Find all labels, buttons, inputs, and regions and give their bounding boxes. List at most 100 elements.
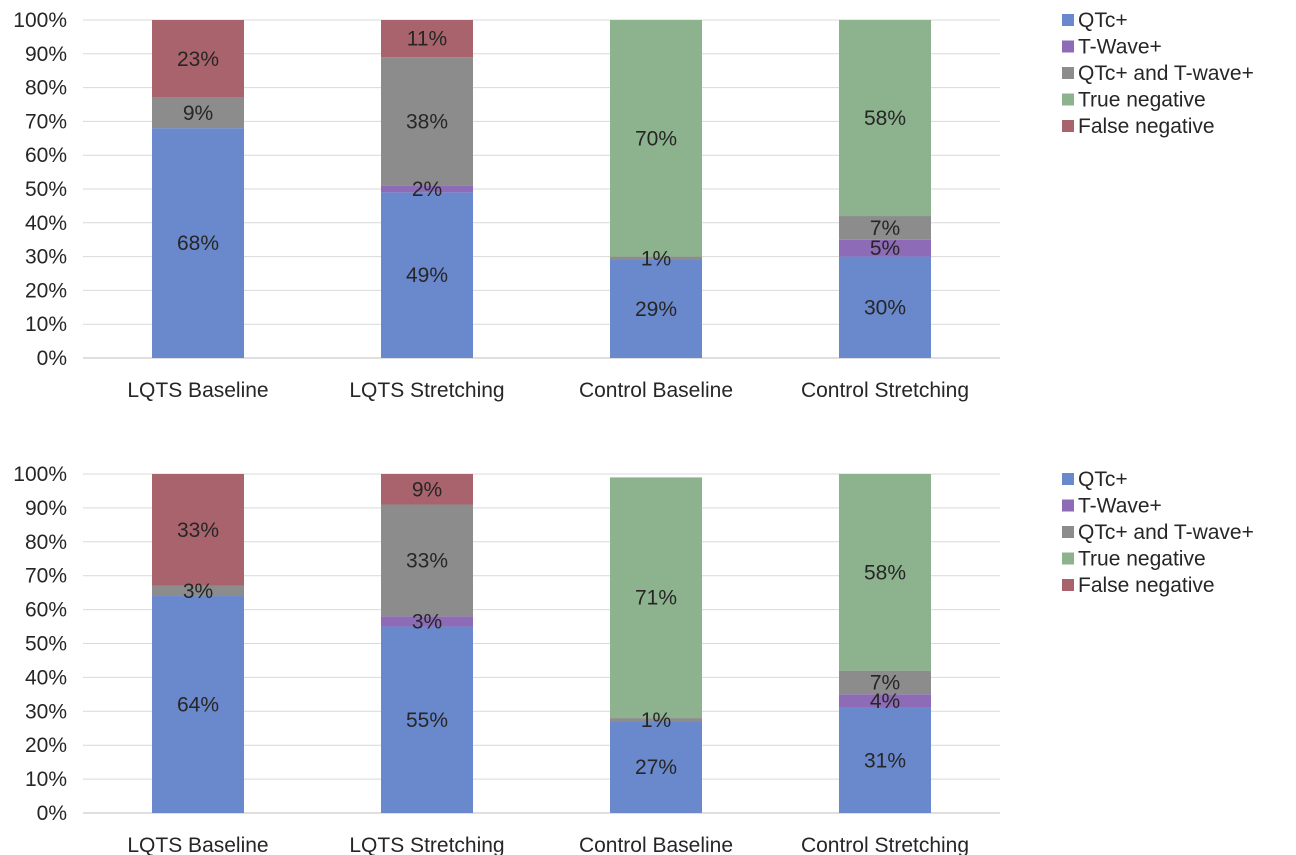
- y-tick-label: 50%: [25, 633, 67, 656]
- y-tick-label: 40%: [25, 666, 67, 689]
- legend-swatch: [1062, 526, 1074, 538]
- legend-label: T-Wave+: [1078, 495, 1162, 518]
- bar-segment: [381, 616, 473, 627]
- category-label: Control Baseline: [579, 834, 733, 855]
- data-label: 3%: [183, 580, 213, 603]
- bar-segment: [381, 192, 473, 358]
- legend-label: QTc+ and T-wave+: [1078, 521, 1254, 544]
- bar-segment: [610, 477, 702, 719]
- data-label: 1%: [641, 247, 671, 270]
- y-tick-label: 10%: [25, 313, 67, 336]
- y-tick-label: 40%: [25, 212, 67, 235]
- bar-segment: [839, 670, 931, 695]
- y-tick-label: 100%: [13, 9, 67, 32]
- bar-segment: [381, 185, 473, 193]
- data-label: 38%: [406, 110, 448, 133]
- bar-segment: [610, 259, 702, 358]
- bar-segment: [839, 216, 931, 240]
- data-label: 3%: [412, 610, 442, 633]
- data-label: 71%: [635, 587, 677, 610]
- bar-segment: [152, 596, 244, 813]
- y-tick-label: 20%: [25, 734, 67, 757]
- bar-segment: [610, 20, 702, 257]
- legend-swatch: [1062, 552, 1074, 565]
- category-label: LQTS Stretching: [349, 379, 504, 402]
- bar-segment: [152, 585, 244, 597]
- y-tick-label: 90%: [25, 43, 67, 66]
- bar-segment: [381, 20, 473, 58]
- bar-stack: 49% 2% 38% 11%: [381, 20, 473, 358]
- bar-stack: 30% 5%7% 58%: [839, 20, 931, 358]
- data-label: 33%: [177, 519, 219, 542]
- legend-label: True negative: [1078, 89, 1206, 112]
- y-tick-label: 90%: [25, 497, 67, 520]
- bar-segment: [152, 20, 244, 98]
- legend-swatch: [1062, 67, 1074, 79]
- legend-label: False negative: [1078, 115, 1215, 138]
- data-label: 58%: [864, 561, 906, 584]
- bar-stack: 27% 1% 71%: [610, 477, 702, 813]
- data-label: 7%: [870, 217, 900, 240]
- data-label: 23%: [177, 48, 219, 71]
- data-label: 5%: [870, 237, 900, 260]
- bar-segment: [152, 474, 244, 586]
- y-tick-label: 0%: [37, 347, 67, 370]
- data-label: 30%: [864, 296, 906, 319]
- legend-swatch: [1062, 93, 1074, 106]
- bar-segment: [152, 128, 244, 358]
- data-label: 64%: [177, 694, 219, 717]
- data-label: 1%: [641, 709, 671, 732]
- legend-label: QTc+: [1078, 468, 1128, 491]
- y-tick-label: 60%: [25, 599, 67, 622]
- y-tick-label: 70%: [25, 110, 67, 133]
- legend: QTc+ T-Wave+ QTc+ and T-wave+ True negative…: [1062, 468, 1254, 597]
- data-label: 33%: [406, 549, 448, 572]
- legend-swatch: [1062, 579, 1074, 591]
- category-label: LQTS Baseline: [127, 379, 268, 402]
- legend-swatch: [1062, 14, 1074, 26]
- bar-segment: [839, 707, 931, 813]
- category-label: LQTS Stretching: [349, 834, 504, 855]
- bar-segment: [839, 694, 931, 708]
- y-tick-label: 80%: [25, 77, 67, 100]
- legend-label: QTc+ and T-wave+: [1078, 62, 1254, 85]
- chart-1: 0% 10% 20% 30% 40% 50% 60% 70% 80% 90% 100% 68% 9% 23…: [13, 9, 1254, 402]
- bar-segment: [839, 239, 931, 257]
- legend-label: T-Wave+: [1078, 36, 1162, 59]
- bar-segment: [839, 20, 931, 217]
- y-tick-label: 20%: [25, 279, 67, 302]
- bar-stack: 55% 3% 33% 9%: [381, 474, 473, 813]
- y-tick-label: 10%: [25, 768, 67, 791]
- y-tick-label: 70%: [25, 565, 67, 588]
- data-label: 9%: [183, 102, 213, 125]
- bar-segment: [610, 718, 702, 722]
- data-label: 55%: [406, 709, 448, 732]
- data-label: 2%: [412, 178, 442, 201]
- bar-segment: [381, 504, 473, 617]
- category-label: Control Stretching: [801, 379, 969, 402]
- legend-swatch: [1062, 473, 1074, 485]
- data-label: 4%: [870, 690, 900, 713]
- data-label: 31%: [864, 749, 906, 772]
- legend-swatch: [1062, 40, 1074, 53]
- bar-segment: [839, 256, 931, 358]
- data-label: 9%: [412, 478, 442, 501]
- data-label: 68%: [177, 232, 219, 255]
- category-label: Control Baseline: [579, 379, 733, 402]
- data-label: 29%: [635, 298, 677, 321]
- y-tick-label: 30%: [25, 246, 67, 269]
- y-tick-label: 30%: [25, 700, 67, 723]
- data-label: 49%: [406, 264, 448, 287]
- legend: QTc+ T-Wave+ QTc+ and T-wave+ True negative…: [1062, 9, 1254, 138]
- bar-segment: [152, 97, 244, 129]
- y-tick-label: 60%: [25, 144, 67, 167]
- y-tick-label: 50%: [25, 178, 67, 201]
- legend-swatch: [1062, 499, 1074, 512]
- bar-segment: [839, 474, 931, 671]
- y-tick-label: 0%: [37, 802, 67, 825]
- data-label: 7%: [870, 671, 900, 694]
- bar-stack: 64% 3% 33%: [152, 474, 244, 813]
- bar-stack: 29% 1% 70%: [610, 20, 702, 358]
- legend-label: True negative: [1078, 548, 1206, 571]
